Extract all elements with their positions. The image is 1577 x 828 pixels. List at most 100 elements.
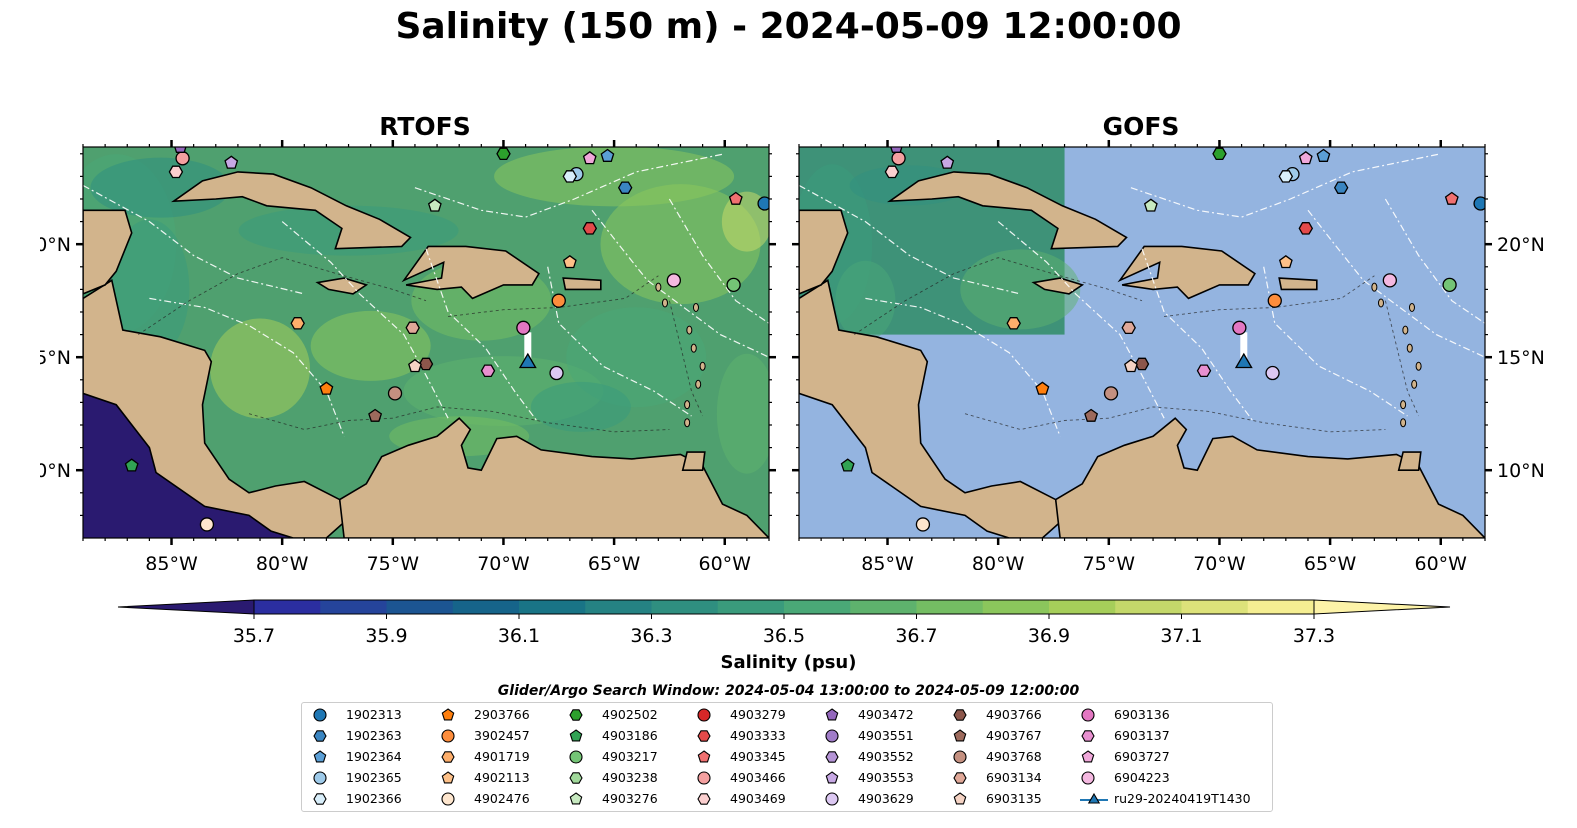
float-marker-4902113[interactable] — [1278, 254, 1293, 269]
float-marker-6903135[interactable] — [1124, 358, 1138, 373]
float-marker-4903238[interactable] — [276, 130, 289, 137]
legend-label: 4903217 — [602, 749, 658, 764]
float-marker-1902366[interactable] — [562, 170, 578, 183]
float-marker-1902363[interactable] — [617, 181, 633, 194]
legend-label: 1902363 — [346, 728, 402, 743]
float-marker-6903134[interactable] — [1121, 321, 1136, 335]
float-marker-4903333[interactable] — [582, 222, 598, 235]
float-marker-4903238[interactable] — [992, 130, 1005, 137]
salinity-patch — [310, 310, 431, 381]
float-marker-6903136[interactable] — [516, 320, 531, 335]
salinity-patch — [716, 353, 769, 474]
float-marker-4902476[interactable] — [199, 517, 215, 532]
island — [661, 298, 668, 308]
float-marker-1902313[interactable] — [1473, 196, 1487, 211]
float-marker-1902363[interactable] — [1333, 181, 1349, 194]
map-rtofs[interactable]: 85°W 80°W 75°W 70°W 65°W 60°W 20°N 15°N 10°N — [40, 130, 810, 570]
float-marker-4903345[interactable] — [728, 191, 743, 205]
float-marker-4903217[interactable] — [1442, 277, 1457, 293]
float-marker-4902502[interactable] — [496, 147, 511, 161]
float-marker-4903276[interactable] — [1143, 198, 1158, 212]
island — [684, 418, 691, 428]
float-marker-2903766[interactable] — [319, 381, 334, 395]
legend-label: ru29-20240419T1430 — [1114, 791, 1251, 806]
eez-boundary — [281, 221, 449, 419]
legend-label: 6903137 — [1114, 728, 1170, 743]
map-gofs[interactable]: 85°W 80°W 75°W 70°W 65°W 60°W 20°N 15°N 10°N — [756, 130, 1576, 570]
legend-label: 4903238 — [602, 770, 658, 785]
glider-marker[interactable] — [1234, 352, 1253, 369]
lon-tick-label: 75°W — [1083, 553, 1136, 570]
legend-marker-hexagon-icon — [697, 730, 711, 742]
legend-label: 4903768 — [986, 749, 1042, 764]
float-marker-1902364[interactable] — [1316, 148, 1331, 162]
float-marker-6903134[interactable] — [405, 321, 420, 335]
legend-label: 4903333 — [730, 728, 786, 743]
legend-label: 1902365 — [346, 770, 402, 785]
float-marker-6903137[interactable] — [480, 364, 496, 378]
map-frame — [798, 146, 1486, 539]
legend-label: 4903276 — [602, 791, 658, 806]
float-marker-4903767[interactable] — [1084, 408, 1099, 422]
float-marker-1902313[interactable] — [757, 196, 771, 211]
island — [1415, 361, 1422, 371]
float-marker-4903186[interactable] — [840, 458, 855, 472]
lon-tick-label: 80°W — [972, 553, 1025, 570]
float-marker-4903469[interactable] — [168, 165, 184, 179]
float-marker-4903472[interactable] — [890, 141, 903, 153]
land-trinidad — [1397, 451, 1422, 472]
legend-marker-circle-icon — [825, 729, 839, 743]
float-marker-4902113[interactable] — [562, 254, 577, 269]
island — [1377, 298, 1384, 308]
float-marker-6903727[interactable] — [582, 150, 597, 165]
float-marker-4903629[interactable] — [1265, 365, 1280, 381]
float-marker-6903135[interactable] — [408, 358, 422, 373]
land-hispaniola — [1117, 245, 1256, 300]
float-marker-6903727[interactable] — [1298, 150, 1313, 165]
float-marker-6904223[interactable] — [666, 273, 681, 288]
island — [1371, 282, 1378, 292]
salinity-patch — [90, 157, 231, 218]
float-marker-4903466[interactable] — [891, 151, 906, 166]
float-marker-4902476[interactable] — [915, 517, 931, 532]
float-marker-4903553[interactable] — [224, 155, 239, 169]
float-marker-4901719[interactable] — [290, 317, 305, 330]
float-marker-4903466[interactable] — [175, 151, 190, 166]
float-marker-6903137[interactable] — [1196, 364, 1212, 378]
legend-marker-pentagon-icon — [569, 729, 583, 742]
float-marker-4903186[interactable] — [124, 458, 139, 472]
legend-marker-circle-icon — [825, 792, 839, 806]
float-marker-3902457[interactable] — [1267, 293, 1282, 308]
float-marker-4903345[interactable] — [1444, 191, 1459, 205]
float-marker-4903768[interactable] — [1103, 386, 1119, 401]
float-marker-4901719[interactable] — [1006, 317, 1021, 330]
float-marker-4903333[interactable] — [1298, 222, 1314, 235]
eez-boundary — [1384, 198, 1485, 324]
float-marker-4903767[interactable] — [368, 408, 383, 422]
legend-marker-pentagon-icon — [953, 729, 967, 742]
float-marker-4903217[interactable] — [726, 277, 741, 293]
colorbar-tick-label: 35.9 — [365, 625, 407, 647]
lat-tick-label: 10°N — [40, 460, 71, 482]
float-marker-4902502[interactable] — [1212, 147, 1227, 161]
float-marker-1902366[interactable] — [1278, 170, 1294, 183]
colorbar-bin — [1247, 600, 1315, 614]
float-marker-2903766[interactable] — [1035, 381, 1050, 395]
lon-tick-label: 75°W — [367, 553, 420, 570]
float-marker-6903136[interactable] — [1232, 320, 1247, 335]
float-marker-4903553[interactable] — [940, 155, 955, 169]
float-marker-4903276[interactable] — [427, 198, 442, 212]
land-yucatan — [83, 209, 133, 295]
glider-marker[interactable] — [518, 352, 537, 369]
float-marker-6904223[interactable] — [1382, 273, 1397, 288]
float-marker-4903629[interactable] — [549, 365, 564, 381]
float-marker-3902457[interactable] — [551, 293, 566, 308]
colorbar-tick-label: 36.7 — [895, 625, 937, 647]
float-marker-4903472[interactable] — [174, 141, 187, 153]
float-marker-1902364[interactable] — [600, 148, 615, 162]
colorbar-bin — [1115, 600, 1182, 614]
float-marker-4903768[interactable] — [387, 386, 403, 401]
legend-marker-hexagon-icon — [313, 793, 327, 805]
legend-marker-hexagon-icon — [569, 709, 583, 721]
float-marker-4903469[interactable] — [884, 165, 900, 179]
